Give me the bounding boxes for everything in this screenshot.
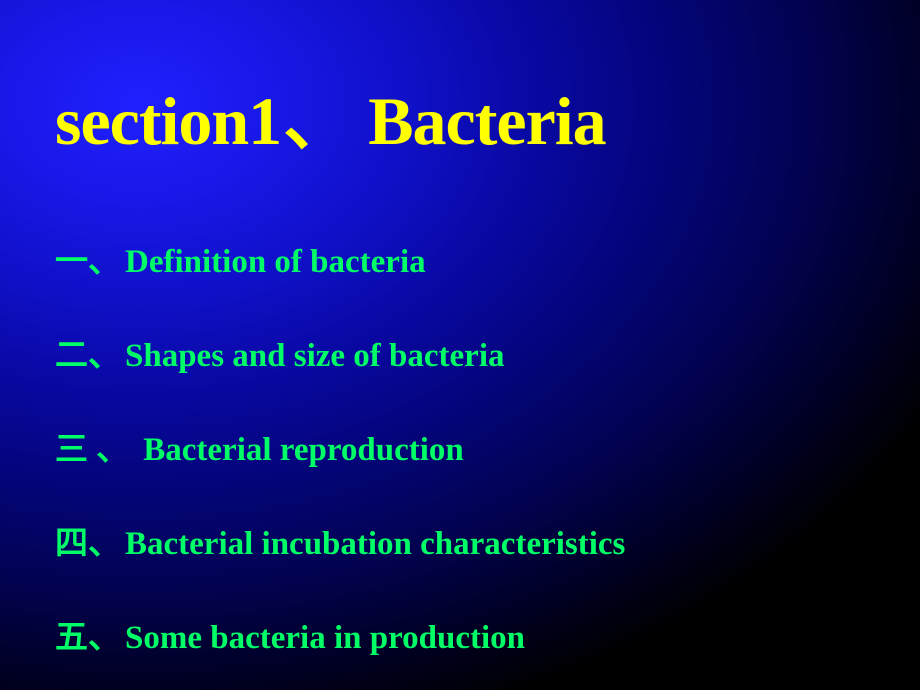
item-text: Definition of bacteria xyxy=(125,244,426,280)
list-item: 一、Definition of bacteria xyxy=(55,234,870,282)
item-number: 五、 xyxy=(55,620,121,656)
list-item: 五、Some bacteria in production xyxy=(55,610,870,658)
slide-title: section1、 Bacteria xyxy=(55,65,870,164)
list-item: 二、Shapes and size of bacteria xyxy=(55,328,870,376)
item-number: 四、 xyxy=(55,526,121,562)
list-item: 三 、 Bacterial reproduction xyxy=(55,422,870,470)
item-number: 一、 xyxy=(55,244,121,280)
item-text: Bacterial incubation characteristics xyxy=(125,526,625,562)
item-number: 二、 xyxy=(55,338,121,374)
title-separator: 、 xyxy=(283,83,350,159)
list-item: 四、Bacterial incubation characteristics xyxy=(55,516,870,564)
title-prefix: section1 xyxy=(55,83,281,159)
item-text: Bacterial reproduction xyxy=(143,432,464,468)
slide-container: section1、 Bacteria 一、Definition of bacte… xyxy=(0,0,920,690)
item-number: 三 、 xyxy=(55,432,129,468)
title-text: Bacteria xyxy=(368,83,605,159)
item-text: Shapes and size of bacteria xyxy=(125,338,505,374)
item-text: Some bacteria in production xyxy=(125,620,525,656)
